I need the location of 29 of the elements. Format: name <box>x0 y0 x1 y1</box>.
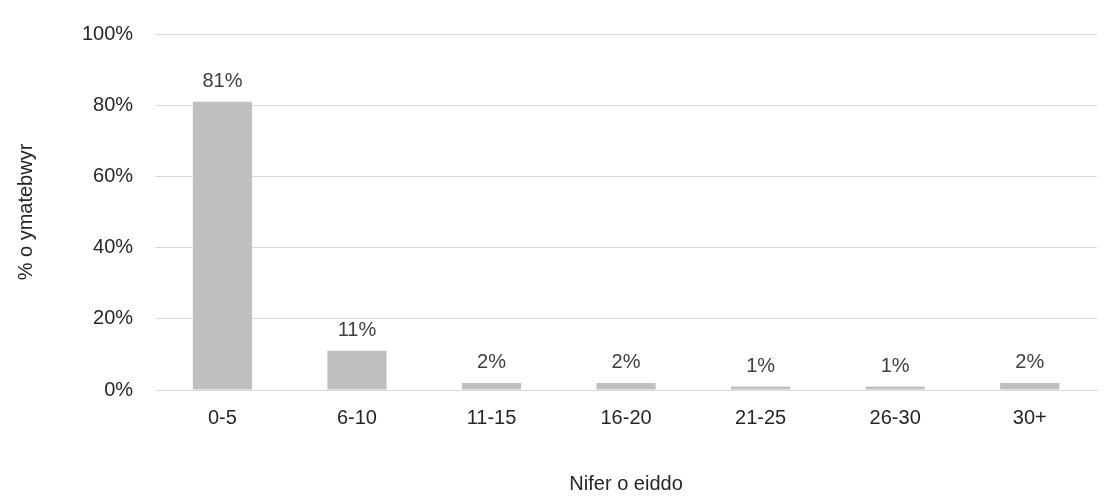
x-tick-label: 0-5 <box>207 405 237 428</box>
data-label: 1% <box>746 353 776 376</box>
data-label: 81% <box>202 69 243 92</box>
data-label: 2% <box>477 350 507 373</box>
bar <box>461 382 522 390</box>
y-tick-label: 0% <box>104 377 134 400</box>
bar <box>865 386 925 390</box>
data-label: 1% <box>880 353 910 376</box>
bar <box>596 382 656 390</box>
y-tick-label: 20% <box>93 306 134 329</box>
x-tick-label: 11-15 <box>466 405 517 428</box>
x-tick-label: 16-20 <box>600 405 652 428</box>
x-tick-label: 30+ <box>1012 405 1047 428</box>
data-label: 11% <box>337 318 377 341</box>
x-tick-label: 26-30 <box>869 405 921 428</box>
bar <box>1000 382 1060 390</box>
y-tick-label: 100% <box>82 21 134 44</box>
y-tick-label: 40% <box>93 235 134 258</box>
y-tick-label: 60% <box>93 163 134 186</box>
data-label: 2% <box>611 350 641 373</box>
x-axis-title: Nifer o eiddo <box>569 471 683 494</box>
y-tick-label: 80% <box>93 92 134 115</box>
x-tick-label: 6-10 <box>336 405 377 428</box>
bar <box>327 350 387 390</box>
x-tick-label: 21-25 <box>735 405 787 428</box>
data-label: 2% <box>1015 350 1045 373</box>
bar <box>731 386 791 390</box>
bar <box>192 101 253 390</box>
y-axis-title: % o ymatebwyr <box>13 143 36 281</box>
